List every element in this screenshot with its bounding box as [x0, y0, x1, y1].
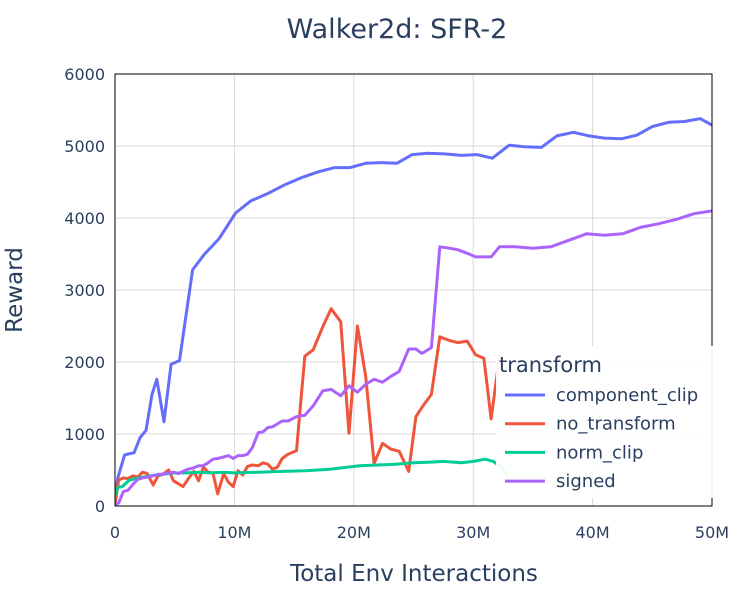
- legend-label: signed: [556, 471, 616, 492]
- series-line-component-clip: [115, 117, 712, 498]
- plot-frame: [114, 73, 713, 507]
- x-axis-title: Total Env Interactions: [289, 561, 538, 587]
- x-axis-ticks: 0 10M 20M 30M 40M 50M: [110, 523, 729, 542]
- y-tick-label: 1000: [64, 425, 105, 444]
- y-tick-label: 4000: [64, 209, 105, 228]
- legend-label: component_clip: [556, 385, 698, 406]
- x-tick-label: 30M: [456, 523, 490, 542]
- y-tick-label: 3000: [64, 281, 105, 300]
- legend-label: norm_clip: [556, 442, 643, 463]
- y-axis-ticks: 0 1000 2000 3000 4000 5000 6000: [64, 65, 105, 516]
- x-tick-label: 20M: [337, 523, 371, 542]
- legend: transform component_clip no_transformnorm…: [496, 346, 716, 498]
- legend-item-norm-clip[interactable]: norm_clip: [505, 442, 643, 463]
- legend-background: [496, 346, 716, 498]
- y-tick-label: 0: [95, 497, 105, 516]
- series-line-signed: [115, 209, 712, 506]
- x-tick-label: 40M: [576, 523, 610, 542]
- x-tick-label: 10M: [217, 523, 251, 542]
- y-tick-label: 2000: [64, 353, 105, 372]
- y-tick-label: 5000: [64, 137, 105, 156]
- legend-item-no-transform[interactable]: no_transform: [505, 414, 676, 435]
- chart-title: Walker2d: SFR-2: [287, 14, 508, 45]
- x-tick-label: 0: [110, 523, 120, 542]
- y-axis-title: Reward: [2, 247, 28, 333]
- series-line-no-transform: [115, 307, 501, 506]
- x-tick-label: 50M: [695, 523, 729, 542]
- legend-title: transform: [499, 353, 602, 377]
- legend-items: component_clip no_transform norm_clipsigne…: [505, 385, 698, 492]
- y-tick-label: 6000: [64, 65, 105, 84]
- legend-label: no_transform: [556, 414, 676, 435]
- legend-item-signed[interactable]: signed: [505, 471, 616, 492]
- legend-item-component-clip[interactable]: component_clip: [505, 385, 698, 406]
- series-lines: [115, 117, 712, 506]
- series-line-norm-clip: [115, 457, 509, 497]
